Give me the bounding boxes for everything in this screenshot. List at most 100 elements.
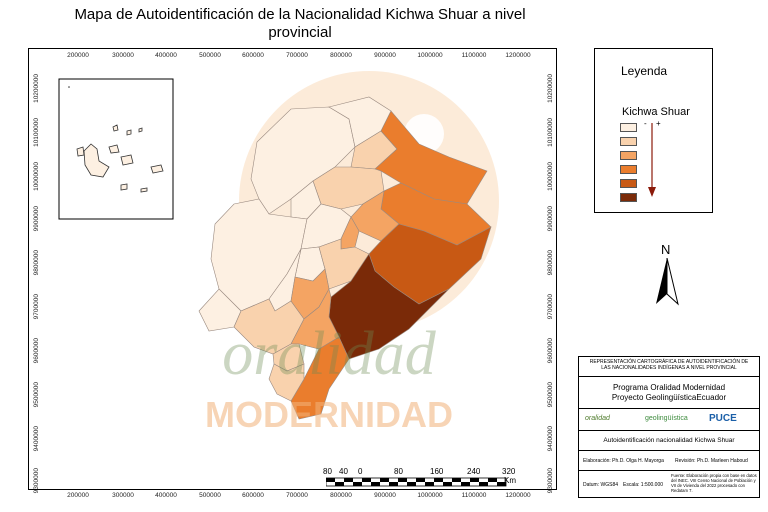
y-coord-label-right: 9700000 bbox=[547, 294, 554, 320]
scale-segment bbox=[344, 478, 353, 482]
logo-oralidad: oralidad bbox=[585, 415, 610, 422]
y-coord-label-right: 9600000 bbox=[547, 338, 554, 364]
legend-gradient-arrow bbox=[648, 123, 656, 197]
scale-segment bbox=[335, 482, 344, 486]
y-coord-label-left: 9900000 bbox=[33, 206, 40, 232]
scale-label: 80 bbox=[323, 467, 332, 476]
scale-label: 0 bbox=[358, 467, 363, 476]
x-coord-label-top: 200000 bbox=[67, 52, 89, 59]
scale-segment bbox=[362, 478, 371, 482]
y-coord-label-right: 9800000 bbox=[547, 250, 554, 276]
y-coord-label-right: 10100000 bbox=[547, 118, 554, 147]
legend-swatch bbox=[620, 165, 637, 174]
info-escala: Escala: 1:500.000 bbox=[623, 482, 664, 488]
north-label: N bbox=[661, 242, 671, 257]
info-logos: oralidad geolingüística PUCE bbox=[579, 409, 759, 431]
island-santa-cruz bbox=[120, 154, 134, 166]
scale-label: 40 bbox=[339, 467, 348, 476]
x-coord-label-top: 300000 bbox=[112, 52, 134, 59]
x-coord-label-top: 400000 bbox=[155, 52, 177, 59]
info-authors: Elaboración: Ph.D. Olga H. Mayorga Revis… bbox=[579, 451, 759, 471]
x-coord-label-bottom: 600000 bbox=[242, 492, 264, 499]
scale-segment bbox=[389, 482, 398, 486]
x-coord-label-top: 700000 bbox=[286, 52, 308, 59]
info-revision: Revisión: Ph.D. Marleen Haboud bbox=[675, 458, 748, 464]
scale-segment bbox=[443, 482, 452, 486]
x-coord-label-bottom: 300000 bbox=[112, 492, 134, 499]
north-arrow: N bbox=[652, 242, 682, 306]
island-marchena bbox=[126, 129, 132, 136]
legend-swatch bbox=[620, 137, 637, 146]
x-coord-label-bottom: 1100000 bbox=[461, 492, 487, 499]
x-coord-label-bottom: 900000 bbox=[374, 492, 396, 499]
y-coord-label-right: 9500000 bbox=[547, 382, 554, 408]
scale-segment bbox=[461, 482, 470, 486]
scale-bar-graphic bbox=[326, 477, 507, 487]
map-canvas[interactable]: oralidad MODERNIDAD bbox=[29, 49, 556, 489]
x-coord-label-top: 1100000 bbox=[461, 52, 487, 59]
y-coord-label-right: 9900000 bbox=[547, 206, 554, 232]
x-coord-label-top: 500000 bbox=[199, 52, 221, 59]
x-coord-label-top: 800000 bbox=[330, 52, 352, 59]
y-coord-label-right: 10000000 bbox=[547, 162, 554, 191]
scale-segment bbox=[488, 478, 497, 482]
scale-outline bbox=[326, 477, 507, 487]
island-isabela bbox=[83, 143, 110, 178]
info-program-block: Programa Oralidad Modernidad Proyecto Ge… bbox=[579, 377, 759, 409]
scale-segment bbox=[380, 478, 389, 482]
map-title-line2: provincial bbox=[268, 24, 332, 41]
info-datum: Datum: WGS84 bbox=[583, 482, 619, 488]
scale-segment bbox=[407, 482, 416, 486]
map-frame[interactable]: oralidad MODERNIDAD bbox=[28, 48, 557, 490]
map-title: Mapa de Autoidentificación de la Naciona… bbox=[20, 6, 580, 42]
scale-segment bbox=[479, 482, 488, 486]
scale-segment bbox=[326, 478, 335, 482]
y-coord-label-right: 9400000 bbox=[547, 426, 554, 452]
scale-unit: Km bbox=[504, 476, 516, 485]
island-pinta bbox=[112, 124, 119, 132]
x-coord-label-bottom: 400000 bbox=[155, 492, 177, 499]
legend-swatch bbox=[620, 193, 637, 202]
legend-subtitle: Kichwa Shuar bbox=[622, 106, 690, 118]
legend-panel: Leyenda Kichwa Shuar - + bbox=[594, 48, 713, 213]
watermark-word1: oralidad bbox=[222, 320, 437, 388]
x-coord-label-bottom: 500000 bbox=[199, 492, 221, 499]
x-coord-label-top: 1000000 bbox=[417, 52, 443, 59]
x-coord-label-top: 900000 bbox=[374, 52, 396, 59]
island-san-cristobal bbox=[150, 164, 164, 174]
scale-segment bbox=[371, 482, 380, 486]
island-darwin bbox=[68, 86, 70, 88]
scale-label: 160 bbox=[430, 467, 444, 476]
info-header: REPRESENTACIÓN CARTOGRÁFICA DE AUTOIDENT… bbox=[579, 357, 759, 377]
logo-puce: PUCE bbox=[709, 413, 737, 424]
island-santiago bbox=[108, 144, 120, 154]
scale-segment bbox=[470, 478, 479, 482]
info-fuente: Fuente: Elaboración propia con base en d… bbox=[671, 473, 757, 493]
x-coord-label-bottom: 1200000 bbox=[505, 492, 531, 499]
x-coord-label-top: 1200000 bbox=[505, 52, 531, 59]
island-espanola bbox=[140, 187, 148, 193]
info-box: REPRESENTACIÓN CARTOGRÁFICA DE AUTOIDENT… bbox=[578, 356, 760, 498]
scale-label: 240 bbox=[467, 467, 481, 476]
provinces bbox=[198, 96, 492, 420]
x-coord-label-top: 600000 bbox=[242, 52, 264, 59]
info-map-name: Autoidentificación nacionalidad Kichwa S… bbox=[579, 431, 759, 451]
scale-label: 320 bbox=[502, 467, 516, 476]
scale-label: 80 bbox=[394, 467, 403, 476]
legend-swatch bbox=[620, 179, 637, 188]
x-coord-label-bottom: 800000 bbox=[330, 492, 352, 499]
y-coord-label-right: 10200000 bbox=[547, 74, 554, 103]
scale-segment bbox=[497, 482, 506, 486]
info-footer: Datum: WGS84 Escala: 1:500.000 Fuente: E… bbox=[579, 471, 759, 499]
x-coord-label-bottom: 1000000 bbox=[417, 492, 443, 499]
island-fernandina bbox=[76, 146, 85, 157]
map-title-line1: Mapa de Autoidentificación de la Naciona… bbox=[74, 6, 526, 23]
logo-geolinguistica: geolingüística bbox=[645, 415, 688, 422]
legend-title: Leyenda bbox=[621, 64, 668, 78]
y-coord-label-left: 9700000 bbox=[33, 294, 40, 320]
legend-plus-mark: + bbox=[656, 119, 661, 128]
legend-minus-mark: - bbox=[644, 119, 647, 128]
north-arrow-icon bbox=[656, 258, 679, 306]
y-coord-label-left: 9500000 bbox=[33, 382, 40, 408]
province-loja bbox=[268, 363, 305, 402]
